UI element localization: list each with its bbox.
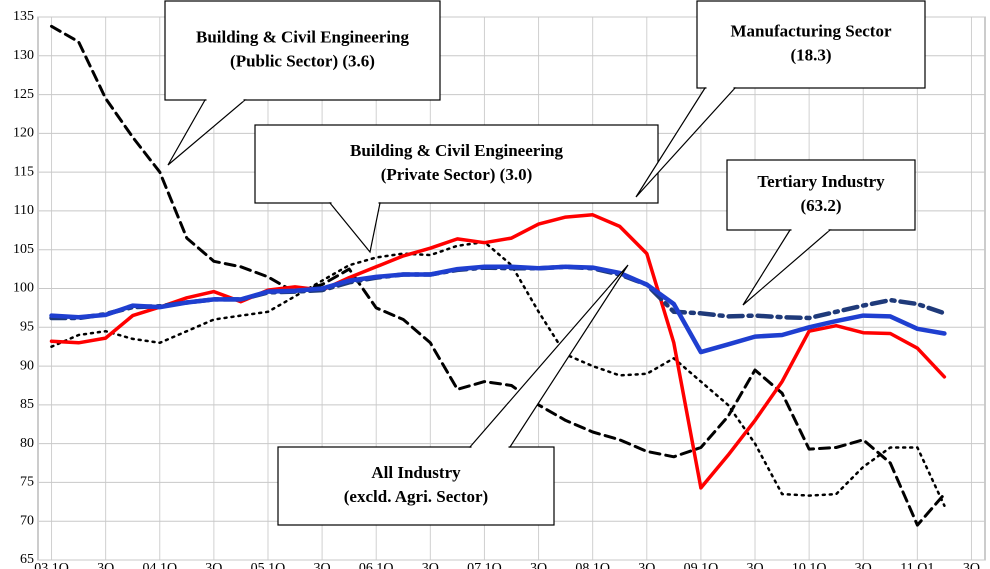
y-tick-label: 85 bbox=[20, 397, 34, 412]
series-line bbox=[49, 213, 947, 490]
callout-box bbox=[254, 124, 659, 204]
callout-text: All Industry bbox=[371, 463, 461, 482]
callout-text: Tertiary Industry bbox=[757, 172, 885, 191]
x-tick-label: 06 1Q bbox=[359, 561, 394, 569]
x-tick-label: 3Q bbox=[963, 561, 980, 569]
series-line bbox=[50, 240, 946, 507]
x-tick-label: 10 1Q bbox=[792, 561, 827, 569]
callout: Tertiary Industry (63.2) bbox=[726, 159, 916, 306]
callout-box bbox=[164, 0, 441, 101]
x-tick-label: 04 1Q bbox=[142, 561, 177, 569]
callout-text: Building & Civil Engineering bbox=[350, 141, 564, 160]
callout-text: (Private Sector) (3.0) bbox=[381, 165, 533, 184]
y-tick-label: 90 bbox=[20, 358, 34, 373]
x-tick-label: 3Q bbox=[855, 561, 872, 569]
x-tick-label: 08 1Q bbox=[575, 561, 610, 569]
x-tick-label: 3Q bbox=[638, 561, 655, 569]
y-tick-label: 100 bbox=[13, 281, 34, 296]
callout: Manufacturing Sector (18.3) bbox=[635, 0, 926, 198]
y-tick-label: 135 bbox=[13, 9, 34, 24]
y-tick-label: 75 bbox=[20, 475, 34, 490]
x-tick-label: 3Q bbox=[530, 561, 547, 569]
x-tick-label: 11 Q1 bbox=[900, 561, 934, 569]
series-line bbox=[50, 24, 946, 527]
y-tick-label: 120 bbox=[13, 126, 34, 141]
callout-text: Manufacturing Sector bbox=[730, 21, 891, 40]
callout-box bbox=[277, 446, 555, 526]
y-tick-label: 115 bbox=[14, 164, 34, 179]
callout: Building & Civil Engineering (Public Sect… bbox=[164, 0, 441, 166]
y-tick-label: 130 bbox=[13, 48, 34, 63]
callout-text: (63.2) bbox=[800, 196, 841, 215]
x-tick-label: 3Q bbox=[314, 561, 331, 569]
y-tick-label: 80 bbox=[20, 436, 34, 451]
x-tick-label: 3Q bbox=[422, 561, 439, 569]
callout: Building & Civil Engineering (Private Sec… bbox=[254, 124, 659, 254]
x-tick-label: 05 1Q bbox=[251, 561, 286, 569]
x-tick-label: 03 1Q bbox=[34, 561, 69, 569]
callout-text: (18.3) bbox=[790, 45, 831, 64]
series-line bbox=[49, 264, 947, 355]
y-tick-label: 125 bbox=[13, 87, 34, 102]
callout-box bbox=[696, 0, 926, 89]
x-tick-label: 3Q bbox=[97, 561, 114, 569]
y-tick-label: 65 bbox=[20, 552, 34, 567]
callout-text: (excld. Agri. Sector) bbox=[344, 487, 488, 506]
y-tick-label: 110 bbox=[14, 203, 34, 218]
callout-box bbox=[726, 159, 916, 231]
callout: All Industry (excld. Agri. Sector) bbox=[277, 264, 629, 526]
y-tick-label: 70 bbox=[20, 513, 34, 528]
callout-text: Building & Civil Engineering bbox=[196, 27, 410, 46]
x-tick-label: 09 1Q bbox=[684, 561, 719, 569]
x-tick-label: 3Q bbox=[746, 561, 763, 569]
callout-text: (Public Sector) (3.6) bbox=[230, 51, 375, 70]
y-tick-label: 95 bbox=[20, 320, 34, 335]
x-tick-label: 07 1Q bbox=[467, 561, 502, 569]
y-tick-label: 105 bbox=[13, 242, 34, 257]
x-tick-label: 3Q bbox=[205, 561, 222, 569]
